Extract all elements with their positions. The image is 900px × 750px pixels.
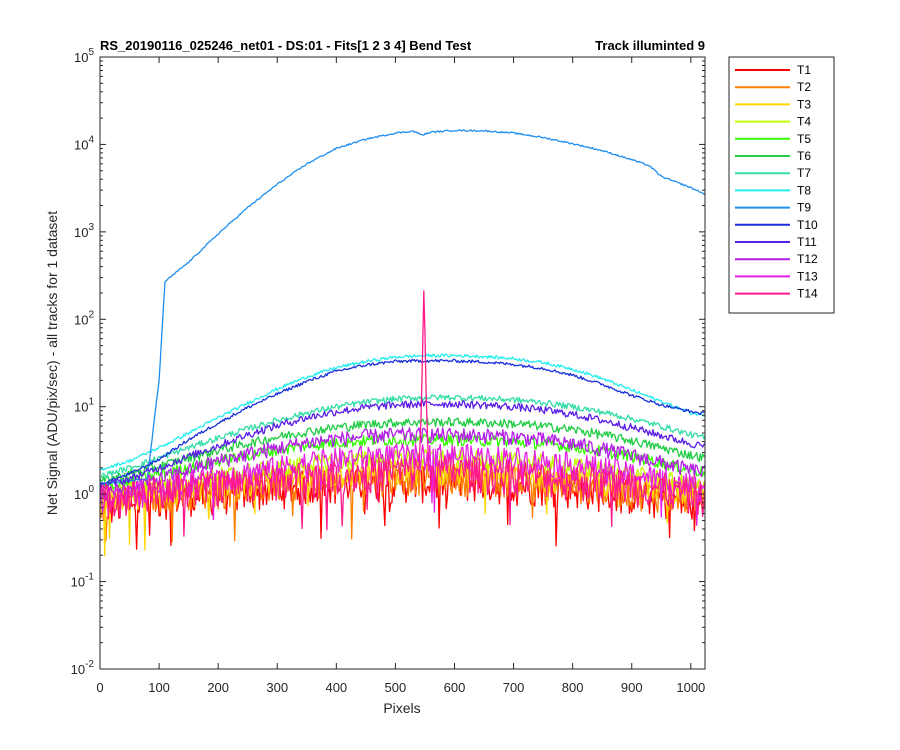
plot-frame: [99, 56, 706, 670]
legend-label: T12: [797, 252, 818, 266]
series-line: [99, 394, 706, 479]
x-tick-label: 300: [266, 680, 288, 695]
y-tick-label: 105: [74, 47, 94, 65]
legend-label: T5: [797, 132, 811, 146]
x-tick-label: 1000: [676, 680, 705, 695]
y-tick-label: 10-2: [71, 659, 95, 677]
x-tick-label: 900: [621, 680, 643, 695]
legend-label: T8: [797, 183, 811, 197]
series-line: [99, 290, 706, 537]
x-tick-label: 800: [562, 680, 584, 695]
x-tick-label: 600: [444, 680, 466, 695]
y-tick-label: 100: [74, 484, 94, 502]
legend-label: T4: [797, 115, 811, 129]
y-tick-label: 104: [74, 134, 94, 152]
legend-label: T3: [797, 97, 811, 111]
y-axis-label: Net Signal (ADU/pix/sec) - all tracks fo…: [44, 211, 60, 515]
series-line: [99, 358, 706, 485]
y-tick-label: 102: [74, 309, 94, 327]
x-tick-label: 400: [325, 680, 347, 695]
x-axis-label: Pixels: [383, 700, 420, 716]
chart-title: RS_20190116_025246_net01 - DS:01 - Fits[…: [100, 38, 472, 53]
y-axis: 10-2 10-1 100 101 102 103 104 105: [71, 47, 705, 677]
series-line: [99, 417, 706, 484]
x-tick-label: 500: [385, 680, 407, 695]
legend: T1 T2 T3 T4 T5 T6 T7 T8 T9 T10 T11 T12 T13 T14: [728, 56, 835, 314]
y-tick-label: 103: [74, 222, 94, 240]
series-line: [99, 399, 706, 492]
legend-label: T1: [797, 63, 811, 77]
legend-label: T13: [797, 269, 818, 283]
legend-label: T6: [797, 149, 811, 163]
legend-label: T10: [797, 218, 818, 232]
x-tick-label: 0: [96, 680, 103, 695]
legend-label: T7: [797, 166, 811, 180]
legend-label: T9: [797, 201, 811, 215]
legend-label: T14: [797, 287, 818, 301]
chart-title-right: Track illuminted 9: [595, 38, 705, 53]
series-line: [99, 129, 706, 486]
series-line: [99, 427, 706, 503]
x-tick-label: 700: [503, 680, 525, 695]
series-layer: [99, 129, 706, 557]
y-tick-label: 10-1: [71, 572, 95, 590]
series-line: [99, 353, 706, 471]
legend-label: T2: [797, 80, 811, 94]
legend-label: T11: [797, 235, 817, 249]
y-tick-label: 101: [74, 397, 94, 415]
x-tick-label: 100: [148, 680, 170, 695]
x-axis: 0 100 200 300 400 500 600 700 800 900 1000: [96, 57, 705, 695]
legend-box: [728, 56, 835, 314]
x-tick-label: 200: [207, 680, 229, 695]
